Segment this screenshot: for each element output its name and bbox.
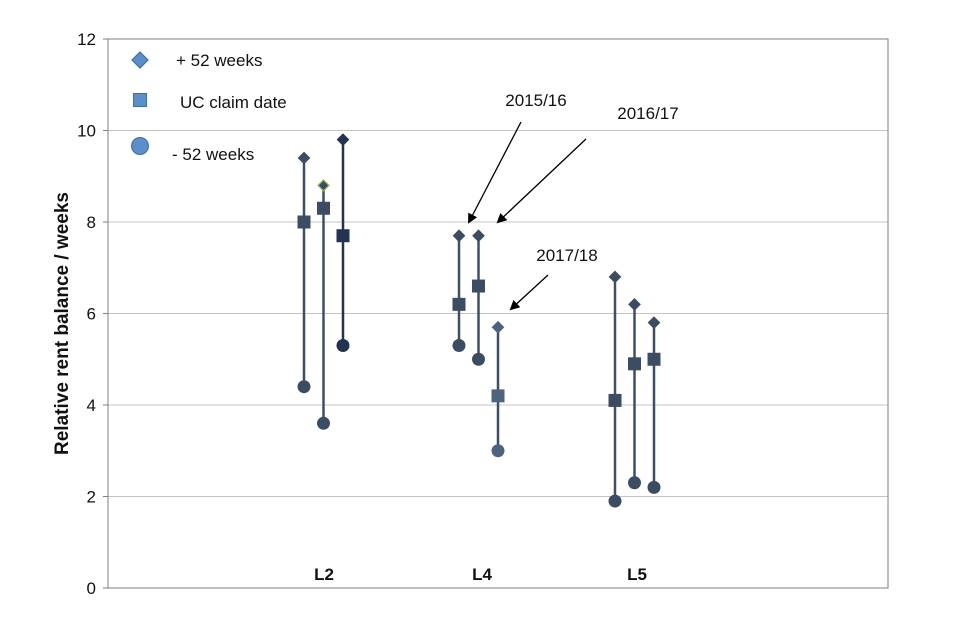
- legend-label: + 52 weeks: [176, 51, 262, 70]
- range-L5-2016/17: [628, 298, 641, 490]
- grid-lines: [108, 130, 888, 497]
- minus52-point: [317, 416, 330, 430]
- category-label: L2: [314, 565, 334, 584]
- plus52-point: [647, 316, 661, 329]
- annotation-label: 2015/16: [505, 91, 566, 110]
- claim-point: [297, 215, 311, 229]
- minus52-point: [647, 480, 661, 494]
- data-series: [297, 133, 661, 508]
- legend: + 52 weeks UC claim date - 52 weeks: [131, 51, 287, 164]
- plus52-point: [452, 229, 466, 243]
- minus52-point: [608, 494, 622, 508]
- y-tick-label: 2: [87, 488, 96, 507]
- claim-point: [452, 297, 466, 311]
- claim-point: [472, 279, 485, 293]
- minus52-point: [336, 339, 350, 353]
- plus52-point: [628, 298, 641, 311]
- y-tick-label: 0: [87, 579, 96, 598]
- claim-point: [628, 357, 641, 371]
- legend-circle-icon: [131, 137, 149, 155]
- claim-point: [608, 393, 622, 407]
- annotation-arrow: [509, 274, 549, 311]
- minus52-point: [297, 380, 311, 394]
- claim-point: [336, 229, 350, 243]
- annotation-label: 2017/18: [536, 246, 597, 265]
- minus52-point: [491, 444, 505, 458]
- y-tick-label: 8: [87, 213, 96, 232]
- plus52-point: [336, 133, 350, 146]
- annotation-label: 2016/17: [617, 104, 678, 123]
- legend-diamond-icon: [131, 51, 149, 69]
- claim-point: [317, 201, 330, 215]
- annotations: 2015/16 2016/17 2017/18: [468, 91, 679, 311]
- range-L4-2015/16: [452, 229, 466, 353]
- category-label: L4: [472, 565, 492, 584]
- y-tick-label: 10: [77, 122, 96, 141]
- minus52-point: [472, 352, 485, 366]
- legend-label: - 52 weeks: [172, 145, 254, 164]
- y-axis-label: Relative rent balance / weeks: [52, 192, 73, 455]
- claim-point: [491, 389, 505, 403]
- range-L4-2017/18: [491, 320, 505, 458]
- claim-point: [647, 352, 661, 366]
- plus52-point: [297, 151, 311, 165]
- minus52-point: [452, 339, 466, 353]
- plus52-point: [491, 320, 505, 334]
- y-tick-label: 4: [87, 396, 96, 415]
- range-L5-2015/16: [608, 270, 622, 508]
- plus52-point: [608, 270, 622, 284]
- legend-label: UC claim date: [180, 93, 287, 112]
- y-tick-label: 12: [77, 30, 96, 49]
- minus52-point: [628, 476, 641, 490]
- category-labels: L2 L4 L5: [314, 565, 647, 584]
- range-L5-2017/18: [647, 316, 661, 494]
- plus52-point: [472, 229, 485, 243]
- y-axis-ticks: 0 2 4 6 8 10 12: [77, 30, 108, 598]
- range-L2-2016/17: [317, 179, 330, 430]
- annotation-arrow: [468, 121, 522, 224]
- range-L4-2016/17: [472, 229, 485, 366]
- annotation-arrow: [496, 138, 587, 224]
- range-L2-2017/18: [336, 133, 350, 353]
- y-tick-label: 6: [87, 305, 96, 324]
- category-label: L5: [627, 565, 647, 584]
- plus52-point: [317, 179, 330, 192]
- legend-square-icon: [133, 93, 147, 107]
- range-L2-2015/16: [297, 151, 311, 394]
